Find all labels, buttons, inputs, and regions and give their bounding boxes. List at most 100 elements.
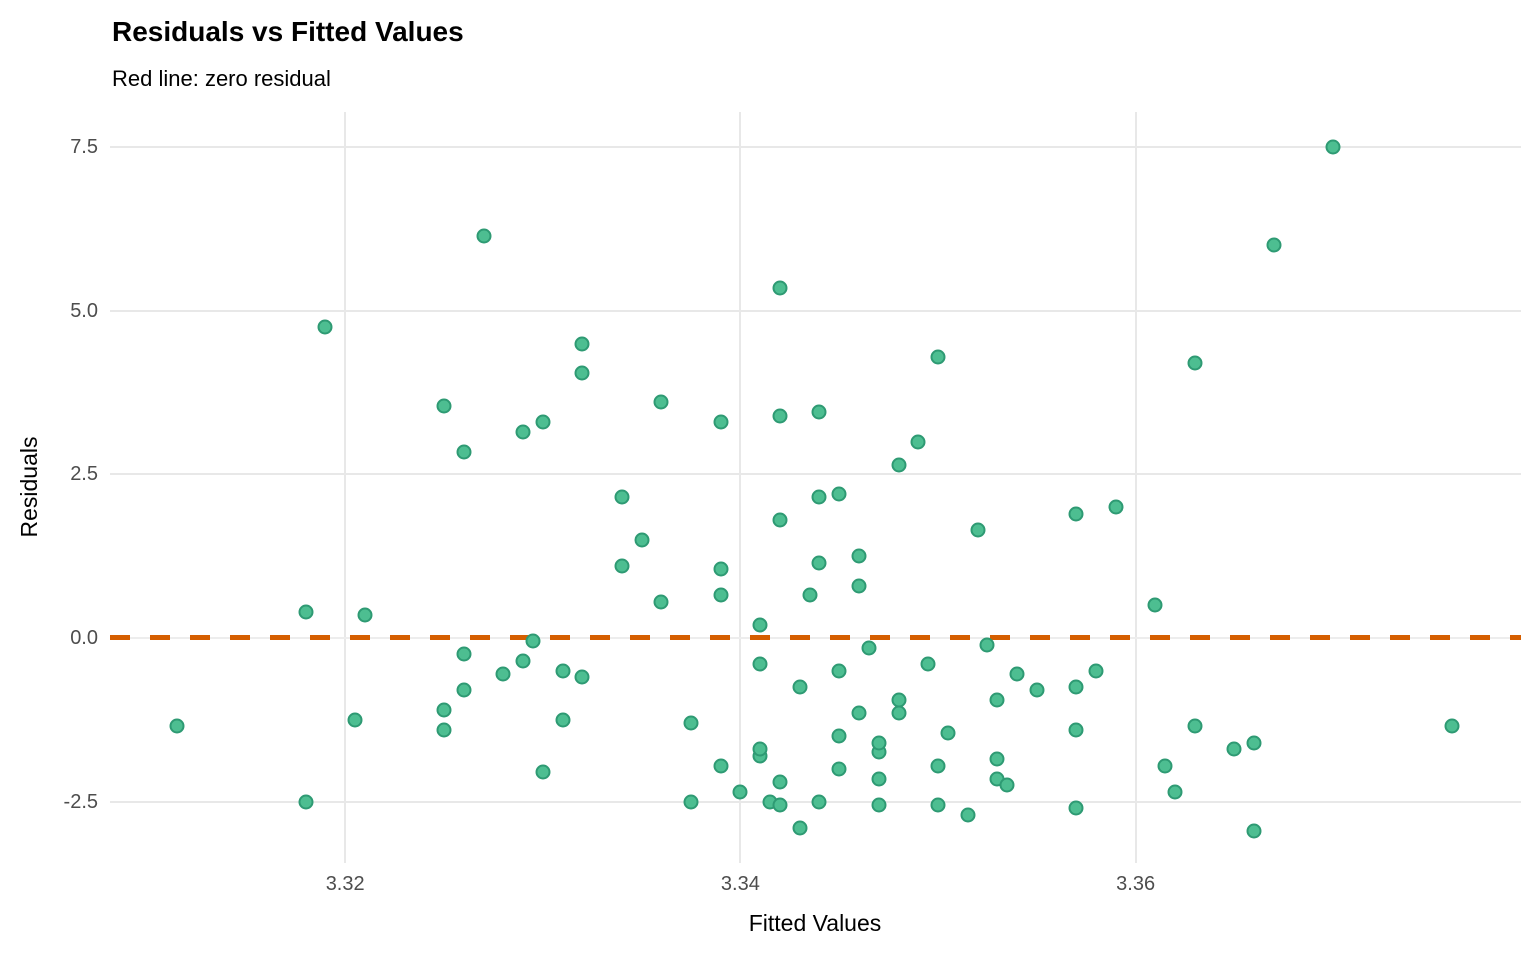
data-point [713, 561, 729, 577]
v-gridline [1134, 112, 1137, 863]
data-point [861, 640, 877, 656]
data-point [713, 414, 729, 430]
data-point [891, 457, 906, 473]
data-point [653, 394, 669, 410]
data-point [1068, 722, 1084, 738]
data-point [456, 646, 472, 662]
data-point [347, 712, 363, 728]
data-point [1068, 506, 1084, 522]
data-point [555, 663, 571, 679]
data-point [1187, 355, 1203, 371]
data-point [476, 228, 491, 244]
data-point [1167, 784, 1183, 800]
data-point [940, 725, 956, 741]
data-point [930, 797, 946, 813]
data-point [456, 444, 472, 460]
data-point [811, 489, 827, 505]
data-point [772, 280, 788, 296]
x-tick-label: 3.36 [1116, 873, 1156, 895]
data-point [1147, 597, 1163, 613]
data-point [811, 555, 827, 571]
data-point [752, 656, 768, 672]
zero-residual-line [110, 635, 1521, 641]
data-point [1325, 139, 1341, 155]
plot-panel [110, 112, 1521, 863]
data-point [930, 758, 946, 774]
data-point [831, 761, 847, 777]
data-point [436, 702, 452, 718]
data-point [752, 741, 768, 757]
data-point [1108, 499, 1124, 515]
data-point [752, 617, 768, 633]
data-point [1068, 800, 1084, 816]
data-point [851, 548, 867, 564]
data-point [574, 336, 590, 352]
data-point [298, 604, 314, 620]
data-point [920, 656, 936, 672]
h-gridline [110, 473, 1521, 476]
data-point [930, 349, 946, 365]
data-point [871, 771, 887, 787]
data-point [871, 797, 887, 813]
h-gridline [110, 146, 1521, 149]
data-point [169, 718, 185, 734]
v-gridline [739, 112, 742, 863]
data-point [910, 434, 926, 450]
data-point [792, 679, 808, 695]
data-point [1009, 666, 1025, 682]
data-point [1246, 823, 1262, 839]
data-point [1068, 679, 1084, 695]
chart-subtitle: Red line: zero residual [112, 66, 331, 91]
y-tick-label: 5.0 [70, 299, 98, 322]
data-point [436, 398, 452, 414]
data-point [831, 663, 847, 679]
x-tick-label: 3.34 [720, 873, 760, 895]
chart-title: Residuals vs Fitted Values [112, 16, 464, 47]
data-point [960, 807, 976, 823]
y-tick-label: 2.5 [70, 463, 98, 486]
x-axis-title: Fitted Values [748, 910, 882, 936]
data-point [831, 486, 847, 502]
data-point [555, 712, 571, 728]
data-point [713, 587, 729, 603]
data-point [732, 784, 748, 800]
data-point [811, 404, 827, 420]
data-point [634, 532, 650, 548]
data-point [574, 365, 590, 381]
data-point [1246, 735, 1262, 751]
data-point [811, 794, 827, 809]
data-point [979, 637, 995, 652]
data-point [792, 820, 808, 836]
data-point [831, 728, 847, 744]
h-gridline [110, 309, 1521, 312]
data-point [970, 522, 986, 538]
x-tick-label: 3.32 [325, 873, 365, 895]
data-point [515, 653, 531, 669]
data-point [851, 705, 867, 721]
data-point [1157, 758, 1173, 774]
data-point [456, 682, 472, 698]
data-point [999, 777, 1015, 793]
data-point [683, 715, 699, 731]
data-point [1187, 718, 1203, 734]
data-point [772, 797, 788, 813]
data-point [989, 751, 1005, 767]
data-point [653, 594, 669, 610]
data-point [891, 705, 906, 721]
data-point [772, 512, 788, 528]
data-point [1088, 663, 1104, 679]
data-point [515, 424, 531, 440]
data-point [535, 764, 551, 780]
data-point [713, 758, 729, 774]
data-point [614, 558, 630, 574]
y-axis-title: Residuals [16, 436, 42, 538]
data-point [357, 607, 373, 623]
data-point [525, 633, 541, 649]
data-point [574, 669, 590, 685]
data-point [614, 489, 630, 505]
data-point [1226, 741, 1242, 757]
v-gridline [344, 112, 347, 863]
data-point [683, 794, 699, 809]
data-point [1029, 682, 1045, 698]
